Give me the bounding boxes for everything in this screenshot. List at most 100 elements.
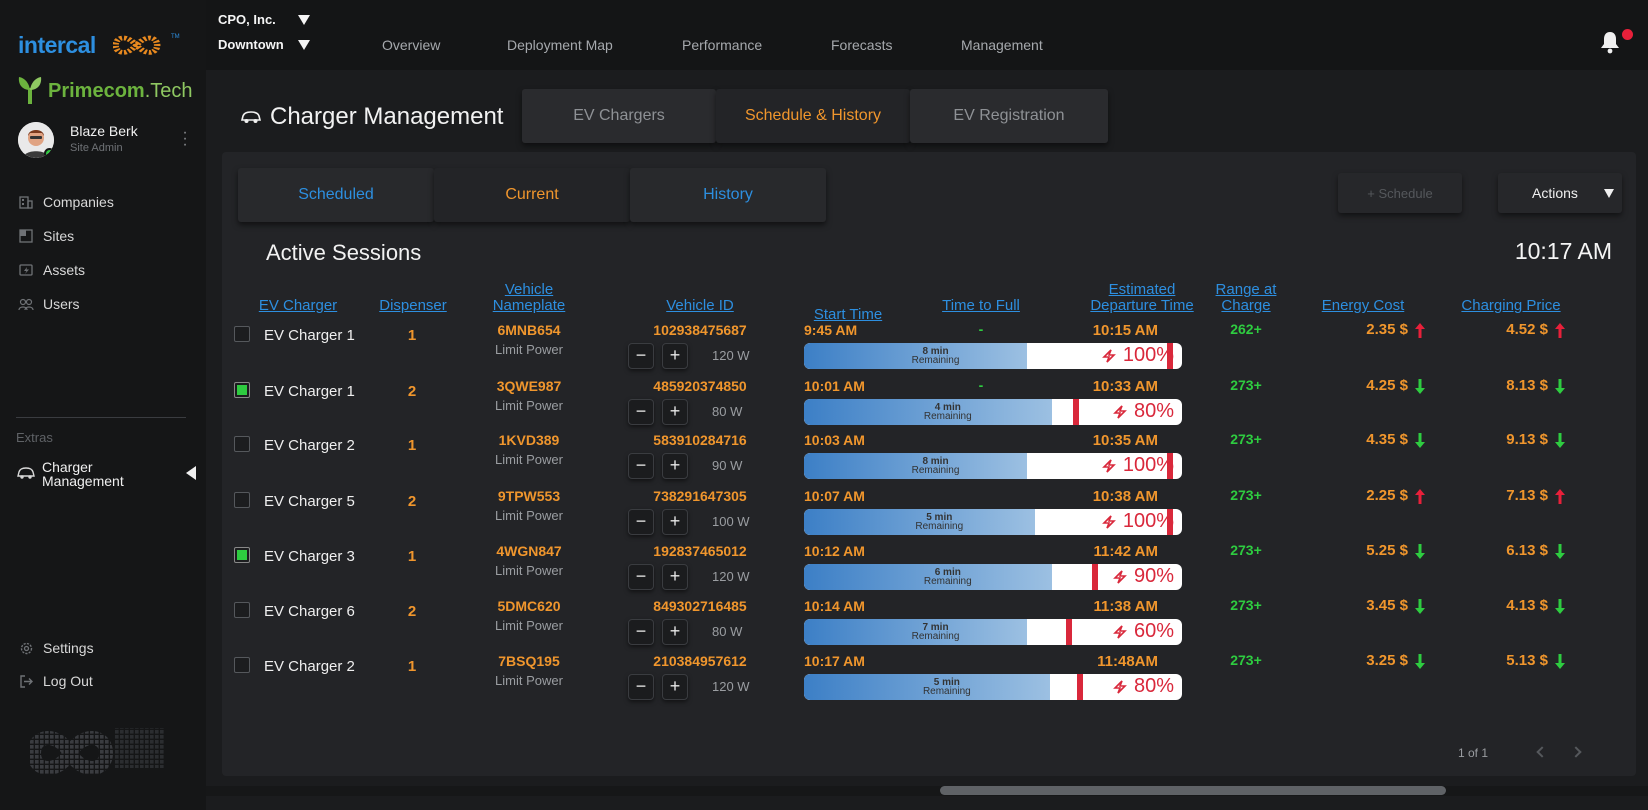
add-schedule-button[interactable]: + Schedule (1338, 173, 1462, 213)
subtab-current[interactable]: Current (434, 168, 630, 222)
target-charge-marker[interactable] (1073, 399, 1080, 425)
actions-dropdown[interactable]: Actions (1498, 173, 1622, 213)
range-at-charge: 273+ (1230, 487, 1262, 503)
site-dropdown-icon[interactable] (298, 40, 310, 50)
subtab-scheduled[interactable]: Scheduled (238, 168, 434, 222)
power-increase-button[interactable]: + (662, 564, 688, 590)
power-increase-button[interactable]: + (662, 399, 688, 425)
target-charge-marker[interactable] (1167, 453, 1173, 479)
power-decrease-button[interactable]: − (628, 343, 654, 369)
horizontal-scrollbar[interactable] (206, 786, 1648, 796)
col-header-start-time[interactable]: Start Time (813, 306, 883, 323)
more-options-icon[interactable]: · · · (182, 124, 188, 153)
org-selector[interactable]: CPO, Inc. (218, 12, 276, 27)
col-header-dispenser[interactable]: Dispenser (379, 297, 447, 314)
power-decrease-button[interactable]: − (628, 619, 654, 645)
sidebar-item-users[interactable]: Users (18, 293, 188, 315)
top-bar: CPO, Inc. Downtown Overview Deployment M… (206, 0, 1648, 70)
sidebar-item-assets[interactable]: Assets (18, 259, 188, 281)
sidebar-item-sites[interactable]: Sites (18, 225, 188, 247)
gear-icon (18, 640, 34, 656)
energy-cost: 4.25 $ (1366, 377, 1408, 394)
topnav-overview[interactable]: Overview (382, 37, 441, 53)
power-increase-button[interactable]: + (662, 343, 688, 369)
topnav-deployment-map[interactable]: Deployment Map (507, 37, 613, 53)
power-decrease-button[interactable]: − (628, 509, 654, 535)
row-checkbox[interactable] (234, 602, 250, 618)
sessions-card: Scheduled Current History + Schedule Act… (222, 152, 1636, 776)
col-header-charging-price[interactable]: Charging Price (1461, 297, 1561, 314)
target-charge-marker[interactable] (1167, 509, 1173, 535)
sidebar-item-label: Companies (43, 194, 114, 210)
charge-progress-fill (804, 399, 1052, 425)
next-page-icon[interactable] (1570, 746, 1582, 758)
org-dropdown-icon[interactable] (298, 15, 310, 25)
sidebar-item-charger-management[interactable]: Charger Management (16, 460, 196, 490)
col-header-departure-time[interactable]: Estimated Departure Time (1090, 281, 1194, 314)
sidebar-item-logout[interactable]: Log Out (18, 670, 188, 692)
power-increase-button[interactable]: + (662, 453, 688, 479)
topnav-management[interactable]: Management (961, 37, 1043, 53)
tab-ev-registration[interactable]: EV Registration (910, 89, 1108, 143)
topnav-forecasts[interactable]: Forecasts (831, 37, 893, 53)
sidebar-item-settings[interactable]: Settings (18, 637, 188, 659)
row-checkbox[interactable] (234, 382, 250, 398)
dispenser-number: 1 (407, 437, 417, 454)
power-increase-button[interactable]: + (662, 619, 688, 645)
primecom-suffix: .Tech (144, 80, 193, 102)
col-header-ev-charger[interactable]: EV Charger (258, 297, 338, 314)
power-decrease-button[interactable]: − (628, 674, 654, 700)
target-charge-percent: 80% (1112, 400, 1174, 423)
arrow-down-icon (1415, 654, 1425, 669)
notification-bell-icon[interactable] (1598, 30, 1622, 54)
target-charge-marker[interactable] (1076, 674, 1083, 700)
range-at-charge: 273+ (1230, 597, 1262, 613)
tab-schedule-history[interactable]: Schedule & History (716, 89, 910, 143)
time-remaining: 7 min Remaining (911, 622, 960, 642)
site-selector[interactable]: Downtown (218, 37, 284, 52)
arrow-up-icon (1415, 489, 1425, 504)
main-tabs: EV Chargers Schedule & History EV Regist… (522, 89, 1108, 143)
bolt-icon (1113, 624, 1127, 639)
power-increase-button[interactable]: + (662, 509, 688, 535)
subtab-history[interactable]: History (630, 168, 826, 222)
vehicle-id: 485920374850 (653, 378, 747, 394)
start-time: 10:07 AM (804, 488, 865, 504)
row-checkbox[interactable] (234, 547, 250, 563)
sidebar-divider (16, 417, 186, 418)
arrow-down-icon (1555, 433, 1565, 448)
page-title: Charger Management (240, 103, 503, 131)
power-decrease-button[interactable]: − (628, 399, 654, 425)
sidebar-item-companies[interactable]: Companies (18, 191, 188, 213)
row-checkbox[interactable] (234, 492, 250, 508)
row-checkbox[interactable] (234, 436, 250, 452)
chevron-down-icon (1604, 189, 1614, 198)
power-decrease-button[interactable]: − (628, 453, 654, 479)
power-limit-value: 120 W (712, 569, 750, 584)
energy-cost: 3.45 $ (1366, 597, 1408, 614)
col-header-energy-cost[interactable]: Energy Cost (1321, 297, 1405, 314)
power-increase-button[interactable]: + (662, 674, 688, 700)
target-charge-marker[interactable] (1065, 619, 1072, 645)
power-limit-value: 120 W (712, 348, 750, 363)
scrollbar-thumb[interactable] (940, 786, 1446, 795)
target-charge-marker[interactable] (1167, 343, 1173, 369)
charge-progress-fill (804, 509, 1035, 535)
user-profile[interactable]: Blaze Berk Site Admin · · · (18, 120, 198, 160)
time-to-full: - (978, 321, 984, 337)
pagination-status: 1 of 1 (1458, 746, 1489, 760)
col-header-range[interactable]: Range at Charge (1215, 281, 1277, 314)
prev-page-icon[interactable] (1536, 746, 1548, 758)
row-checkbox[interactable] (234, 657, 250, 673)
col-header-vehicle-id[interactable]: Vehicle ID (666, 297, 734, 314)
start-time: 10:14 AM (804, 598, 865, 614)
power-decrease-button[interactable]: − (628, 564, 654, 590)
row-checkbox[interactable] (234, 326, 250, 342)
col-header-time-to-full[interactable]: Time to Full (942, 297, 1020, 314)
time-remaining: 6 min Remaining (923, 567, 972, 587)
tab-ev-chargers[interactable]: EV Chargers (522, 89, 716, 143)
sub-tabs: Scheduled Current History (238, 168, 826, 222)
topnav-performance[interactable]: Performance (682, 37, 763, 53)
col-header-vehicle-nameplate[interactable]: Vehicle Nameplate (492, 281, 566, 314)
target-charge-marker[interactable] (1092, 564, 1099, 590)
